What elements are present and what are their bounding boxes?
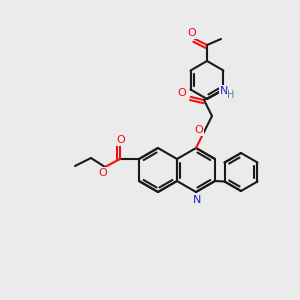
Text: O: O [195, 125, 203, 135]
Text: N: N [193, 195, 201, 205]
Text: N: N [220, 86, 228, 96]
Text: H: H [227, 90, 235, 100]
Text: O: O [188, 28, 196, 38]
Text: O: O [178, 88, 186, 98]
Text: O: O [117, 135, 125, 145]
Text: O: O [99, 168, 107, 178]
